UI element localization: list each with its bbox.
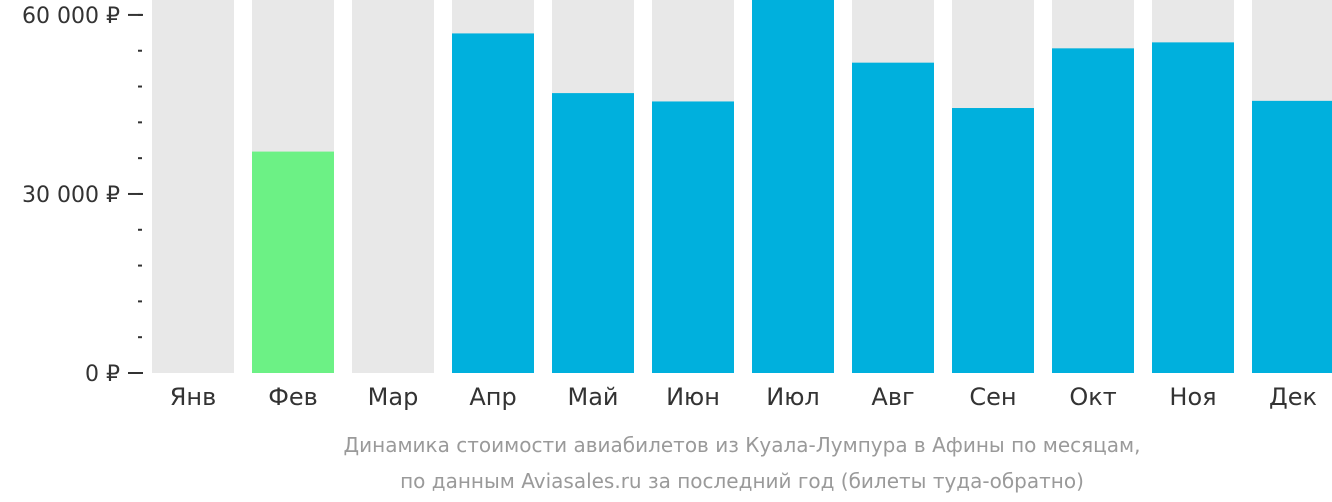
y-tick-label: 30 000 ₽ bbox=[22, 183, 120, 208]
x-tick-label: Июн bbox=[666, 383, 720, 411]
chart-caption-line-1: Динамика стоимости авиабилетов из Куала-… bbox=[344, 433, 1141, 457]
y-axis: 0 ₽ 30 000 ₽ 60 000 ₽ bbox=[22, 4, 143, 387]
x-tick-label: Янв bbox=[170, 383, 217, 411]
price-bars bbox=[252, 0, 1332, 374]
x-tick-label: Сен bbox=[969, 383, 1016, 411]
bar-8[interactable] bbox=[852, 62, 934, 373]
bar-4[interactable] bbox=[452, 33, 534, 373]
bar-background-3 bbox=[352, 0, 434, 373]
y-tick-label: 60 000 ₽ bbox=[22, 4, 120, 29]
x-axis: Янв Фев Мар Апр Май Июн Июл Авг Сен Окт Ноя Дек bbox=[170, 383, 1317, 411]
bar-10[interactable] bbox=[1052, 48, 1134, 374]
bar-background-1 bbox=[152, 0, 234, 373]
x-tick-label: Ноя bbox=[1169, 383, 1216, 411]
x-tick-label: Апр bbox=[469, 383, 516, 411]
bar-5[interactable] bbox=[552, 93, 634, 373]
bar-7[interactable] bbox=[752, 0, 834, 373]
x-tick-label: Мар bbox=[368, 383, 419, 411]
bar-9[interactable] bbox=[952, 108, 1034, 373]
x-tick-label: Авг bbox=[871, 383, 914, 411]
x-tick-label: Дек bbox=[1269, 383, 1317, 411]
chart-caption-line-2: по данным Aviasales.ru за последний год … bbox=[400, 469, 1084, 493]
bar-2[interactable] bbox=[252, 151, 334, 373]
x-tick-label: Июл bbox=[766, 383, 820, 411]
y-tick-label: 0 ₽ bbox=[85, 362, 120, 387]
bar-11[interactable] bbox=[1152, 42, 1234, 373]
x-tick-label: Окт bbox=[1069, 383, 1116, 411]
x-tick-label: Май bbox=[567, 383, 618, 411]
bar-6[interactable] bbox=[652, 101, 734, 374]
bar-12[interactable] bbox=[1252, 100, 1332, 374]
x-tick-label: Фев bbox=[268, 383, 318, 411]
